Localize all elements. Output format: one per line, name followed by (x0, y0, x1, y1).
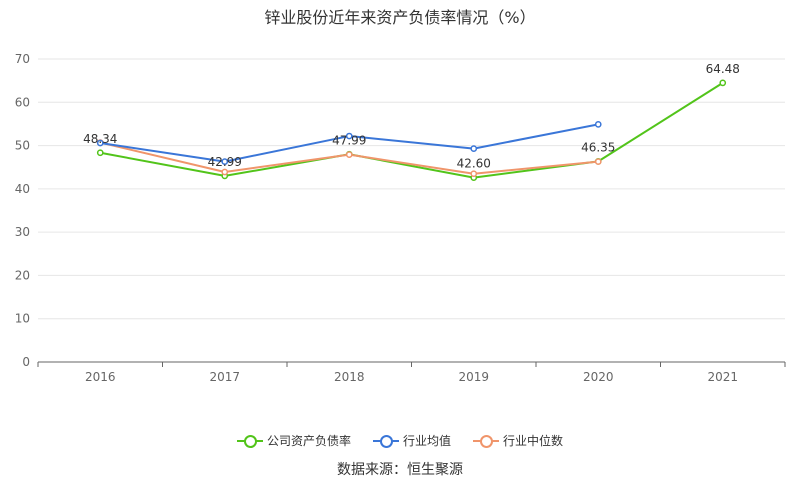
data-point (96, 149, 104, 157)
legend-swatch (473, 434, 499, 448)
y-tick-label: 30 (15, 225, 30, 239)
chart-title: 锌业股份近年来资产负债率情况（%） (264, 8, 536, 27)
source-note: 数据来源：恒生聚源 (337, 462, 463, 478)
data-point (470, 145, 478, 152)
data-point (470, 170, 478, 178)
data-point (719, 79, 727, 87)
legend-label: 行业中位数 (503, 434, 564, 448)
data-label: 46.35 (581, 140, 615, 154)
legend-swatch (236, 434, 263, 448)
x-tick-label: 2016 (85, 370, 116, 384)
data-point (221, 168, 229, 176)
x-tick-label: 2018 (334, 370, 365, 384)
data-label: 42.60 (457, 157, 491, 171)
data-point (345, 151, 353, 159)
x-tick-label: 2021 (707, 370, 738, 384)
y-tick-label: 50 (15, 139, 30, 153)
legend-item[interactable]: 行业均值 (372, 432, 451, 449)
x-tick-label: 2017 (209, 370, 240, 384)
y-tick-label: 20 (15, 268, 30, 282)
legend-label: 行业均值 (402, 434, 451, 448)
data-point (594, 158, 602, 165)
legend: 公司资产负债率 行业均值 行业中位数 (0, 432, 800, 449)
data-label: 48.34 (83, 132, 117, 146)
legend-item[interactable]: 公司资产负债率 (236, 432, 351, 449)
series-line (100, 82, 724, 179)
data-label: 42.99 (208, 155, 242, 169)
y-tick-label: 0 (22, 355, 30, 369)
data-point (221, 158, 229, 165)
data-point (96, 139, 104, 147)
data-point (345, 132, 353, 140)
y-tick-label: 60 (15, 95, 30, 109)
y-tick-label: 40 (15, 182, 30, 196)
y-tick-label: 10 (15, 312, 30, 326)
x-tick-label: 2020 (583, 370, 614, 384)
data-label: 47.99 (332, 133, 366, 147)
legend-item[interactable]: 行业中位数 (473, 432, 563, 449)
y-tick-label: 70 (15, 52, 30, 66)
x-tick-label: 2019 (458, 370, 489, 384)
data-point (594, 121, 602, 128)
data-label: 64.48 (706, 62, 740, 76)
legend-label: 公司资产负债率 (266, 434, 351, 448)
legend-swatch (372, 434, 399, 448)
